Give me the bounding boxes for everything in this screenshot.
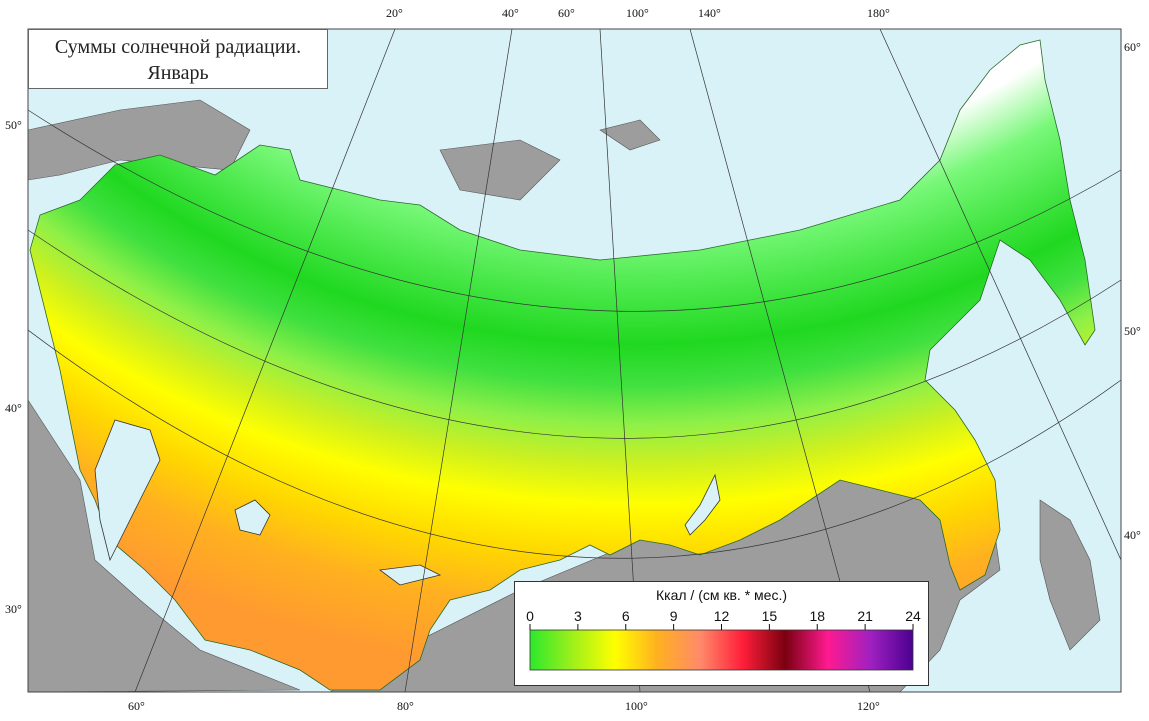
- top-label-100: 100°: [626, 6, 649, 20]
- legend-tick-label: 24: [905, 608, 921, 624]
- legend-tick-label: 9: [670, 608, 678, 624]
- right-label-40: 40°: [1124, 528, 1141, 542]
- left-label-40: 40°: [5, 401, 22, 415]
- top-label-180: 180°: [867, 6, 890, 20]
- legend-tick-label: 0: [526, 608, 534, 624]
- legend-box: Ккал / (см кв. * мес.) 0 3 6 9 12 15 18 21 24: [514, 581, 929, 686]
- top-label-40: 40°: [502, 6, 519, 20]
- land-arctic-islands: [439, 119, 661, 201]
- lake-baikal: [684, 473, 721, 536]
- legend-colorbar: 0 3 6 9 12 15 18 21 24: [526, 608, 921, 671]
- top-label-60: 60°: [558, 6, 575, 20]
- map-title-line2: Январь: [147, 62, 209, 84]
- radiation-zones: [29, 39, 1096, 691]
- map-title-box: Суммы солнечной радиации. Январь: [28, 29, 328, 89]
- aral-sea: [234, 499, 271, 536]
- legend-tick-label: 21: [857, 608, 873, 624]
- caspian-sea: [94, 419, 161, 562]
- legend-tick-label: 18: [809, 608, 825, 624]
- legend-ticks: 0 3 6 9 12 15 18 21 24: [526, 608, 921, 630]
- map-border: [27, 28, 1122, 693]
- legend-tick-label: 6: [622, 608, 630, 624]
- legend-tick-label: 15: [762, 608, 778, 624]
- map-title-line1: Суммы солнечной радиации.: [54, 36, 302, 58]
- bottom-label-120: 120°: [857, 699, 880, 713]
- legend-gradient-bar: [529, 629, 914, 671]
- right-label-50: 50°: [1124, 324, 1141, 338]
- bottom-label-60: 60°: [128, 699, 145, 713]
- left-label-30: 30°: [5, 602, 22, 616]
- top-label-140: 140°: [698, 6, 721, 20]
- left-label-50: 50°: [5, 118, 22, 132]
- bottom-label-80: 80°: [397, 699, 414, 713]
- legend-title: Ккал / (см кв. * мес.): [655, 587, 788, 603]
- land-japan: [1039, 499, 1101, 651]
- bottom-label-100: 100°: [625, 699, 648, 713]
- right-label-60: 60°: [1124, 40, 1141, 54]
- legend-tick-label: 3: [574, 608, 582, 624]
- legend-tick-label: 12: [714, 608, 730, 624]
- top-label-20: 20°: [386, 6, 403, 20]
